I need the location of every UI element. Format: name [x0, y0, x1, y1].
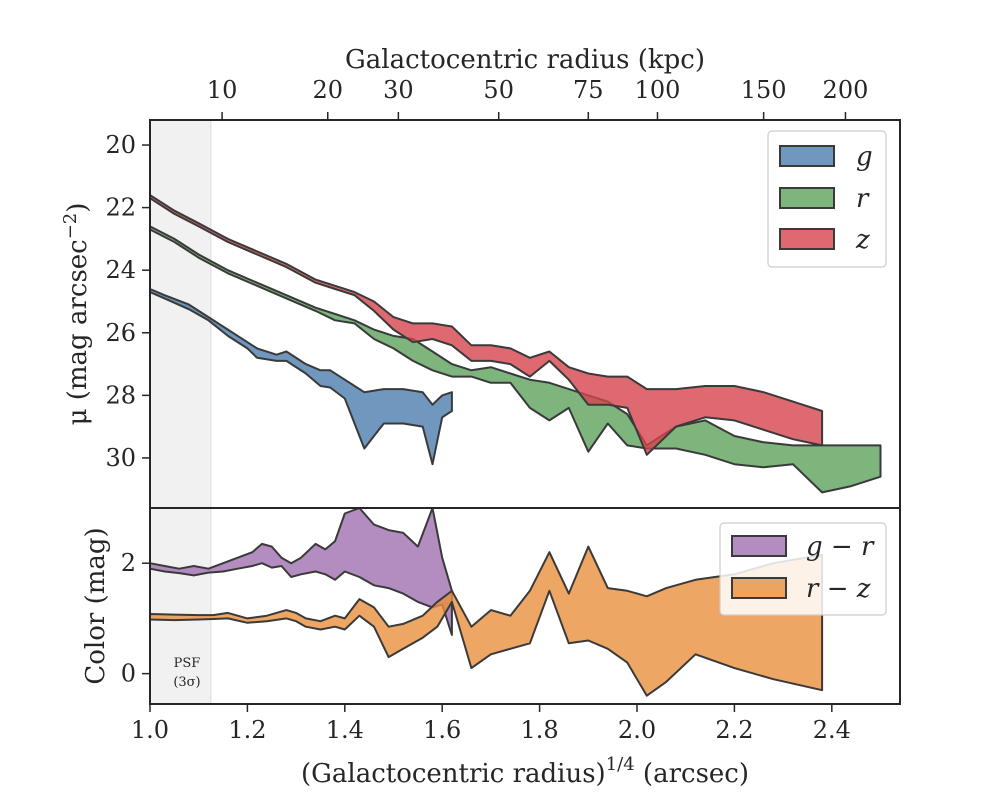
bottom-xtick-label: 1.2 [228, 716, 266, 744]
bottom-xtick-label: 1.6 [423, 716, 461, 744]
top-legend: g r z [767, 130, 887, 268]
bottom-xtick-label: 1.4 [326, 716, 364, 744]
bottom-xtick-label: 2.2 [715, 716, 753, 744]
legend-swatch-g-r [731, 535, 787, 557]
top-y-axis-title-main: μ (mag arcsec [63, 239, 93, 425]
legend-label-g: g [856, 142, 873, 172]
bottom-xtick-label: 2.4 [813, 716, 851, 744]
band-g-0 [149, 288, 453, 466]
bottom-panel-series [149, 507, 824, 697]
top-ytick-label: 28 [105, 381, 136, 409]
bottom-x-axis: 1.0 1.2 1.4 1.6 1.8 2.0 2.2 2.4 [131, 704, 851, 744]
top-panel-series [149, 194, 882, 494]
band-z-2 [149, 194, 824, 456]
legend-label-g-r: g − r [806, 532, 875, 562]
legend-swatch-z [779, 228, 835, 250]
top-xtick-label: 30 [383, 76, 414, 104]
legend-label-r-z: r − z [806, 574, 871, 604]
top-y-axis-title: μ (mag arcsec−2) [60, 203, 93, 426]
top-xtick-label: 200 [823, 76, 869, 104]
top-ytick-label: 20 [105, 131, 136, 159]
top-xtick-label: 50 [483, 76, 514, 104]
bottom-xtick-label: 1.0 [131, 716, 169, 744]
legend-swatch-r [779, 187, 835, 209]
legend-swatch-g [779, 145, 835, 167]
top-y-axis-title-close: ) [63, 203, 93, 213]
top-x-axis: 10 20 30 50 75 100 150 200 [207, 76, 869, 120]
bottom-panel-frame [149, 507, 901, 705]
bottom-legend: g − r r − z [719, 522, 887, 616]
bottom-y-axis: 02 [121, 549, 150, 688]
legend-label-r: r [856, 184, 870, 214]
bottom-x-axis-title-unit: (arcsec) [635, 759, 749, 789]
bottom-xtick-label: 2.0 [618, 716, 656, 744]
bottom-ytick-label: 0 [121, 660, 136, 688]
psf-annotation-line2: (3σ) [173, 675, 200, 690]
psf-shaded-region-bottom [150, 508, 211, 704]
bottom-x-axis-title-sup: 1/4 [606, 754, 635, 775]
top-ytick-label: 22 [105, 194, 136, 222]
top-xtick-label: 150 [741, 76, 787, 104]
top-ytick-label: 26 [105, 319, 136, 347]
top-xtick-label: 10 [207, 76, 238, 104]
psf-annotation-line1: PSF [174, 656, 201, 671]
bottom-x-axis-title-main: (Galactocentric radius) [301, 759, 606, 789]
top-xtick-label: 20 [312, 76, 343, 104]
bottom-ytick-label: 2 [121, 549, 136, 577]
band-rz-1 [149, 545, 824, 697]
bottom-xtick-label: 1.8 [521, 716, 559, 744]
top-axis-title: Galactocentric radius (kpc) [345, 45, 705, 75]
bottom-x-axis-title: (Galactocentric radius)1/4 (arcsec) [301, 754, 749, 789]
top-ytick-label: 30 [105, 444, 136, 472]
top-xtick-label: 100 [635, 76, 681, 104]
legend-swatch-r-z [731, 577, 787, 599]
top-y-axis-title-sup: −2 [60, 213, 81, 240]
top-ytick-label: 24 [105, 256, 136, 284]
legend-label-z: z [855, 225, 870, 255]
top-xtick-label: 75 [573, 76, 604, 104]
band-gr-0 [149, 507, 453, 636]
bottom-y-axis-title: Color (mag) [81, 527, 111, 684]
top-y-axis: 20 22 24 26 28 30 [105, 131, 150, 472]
